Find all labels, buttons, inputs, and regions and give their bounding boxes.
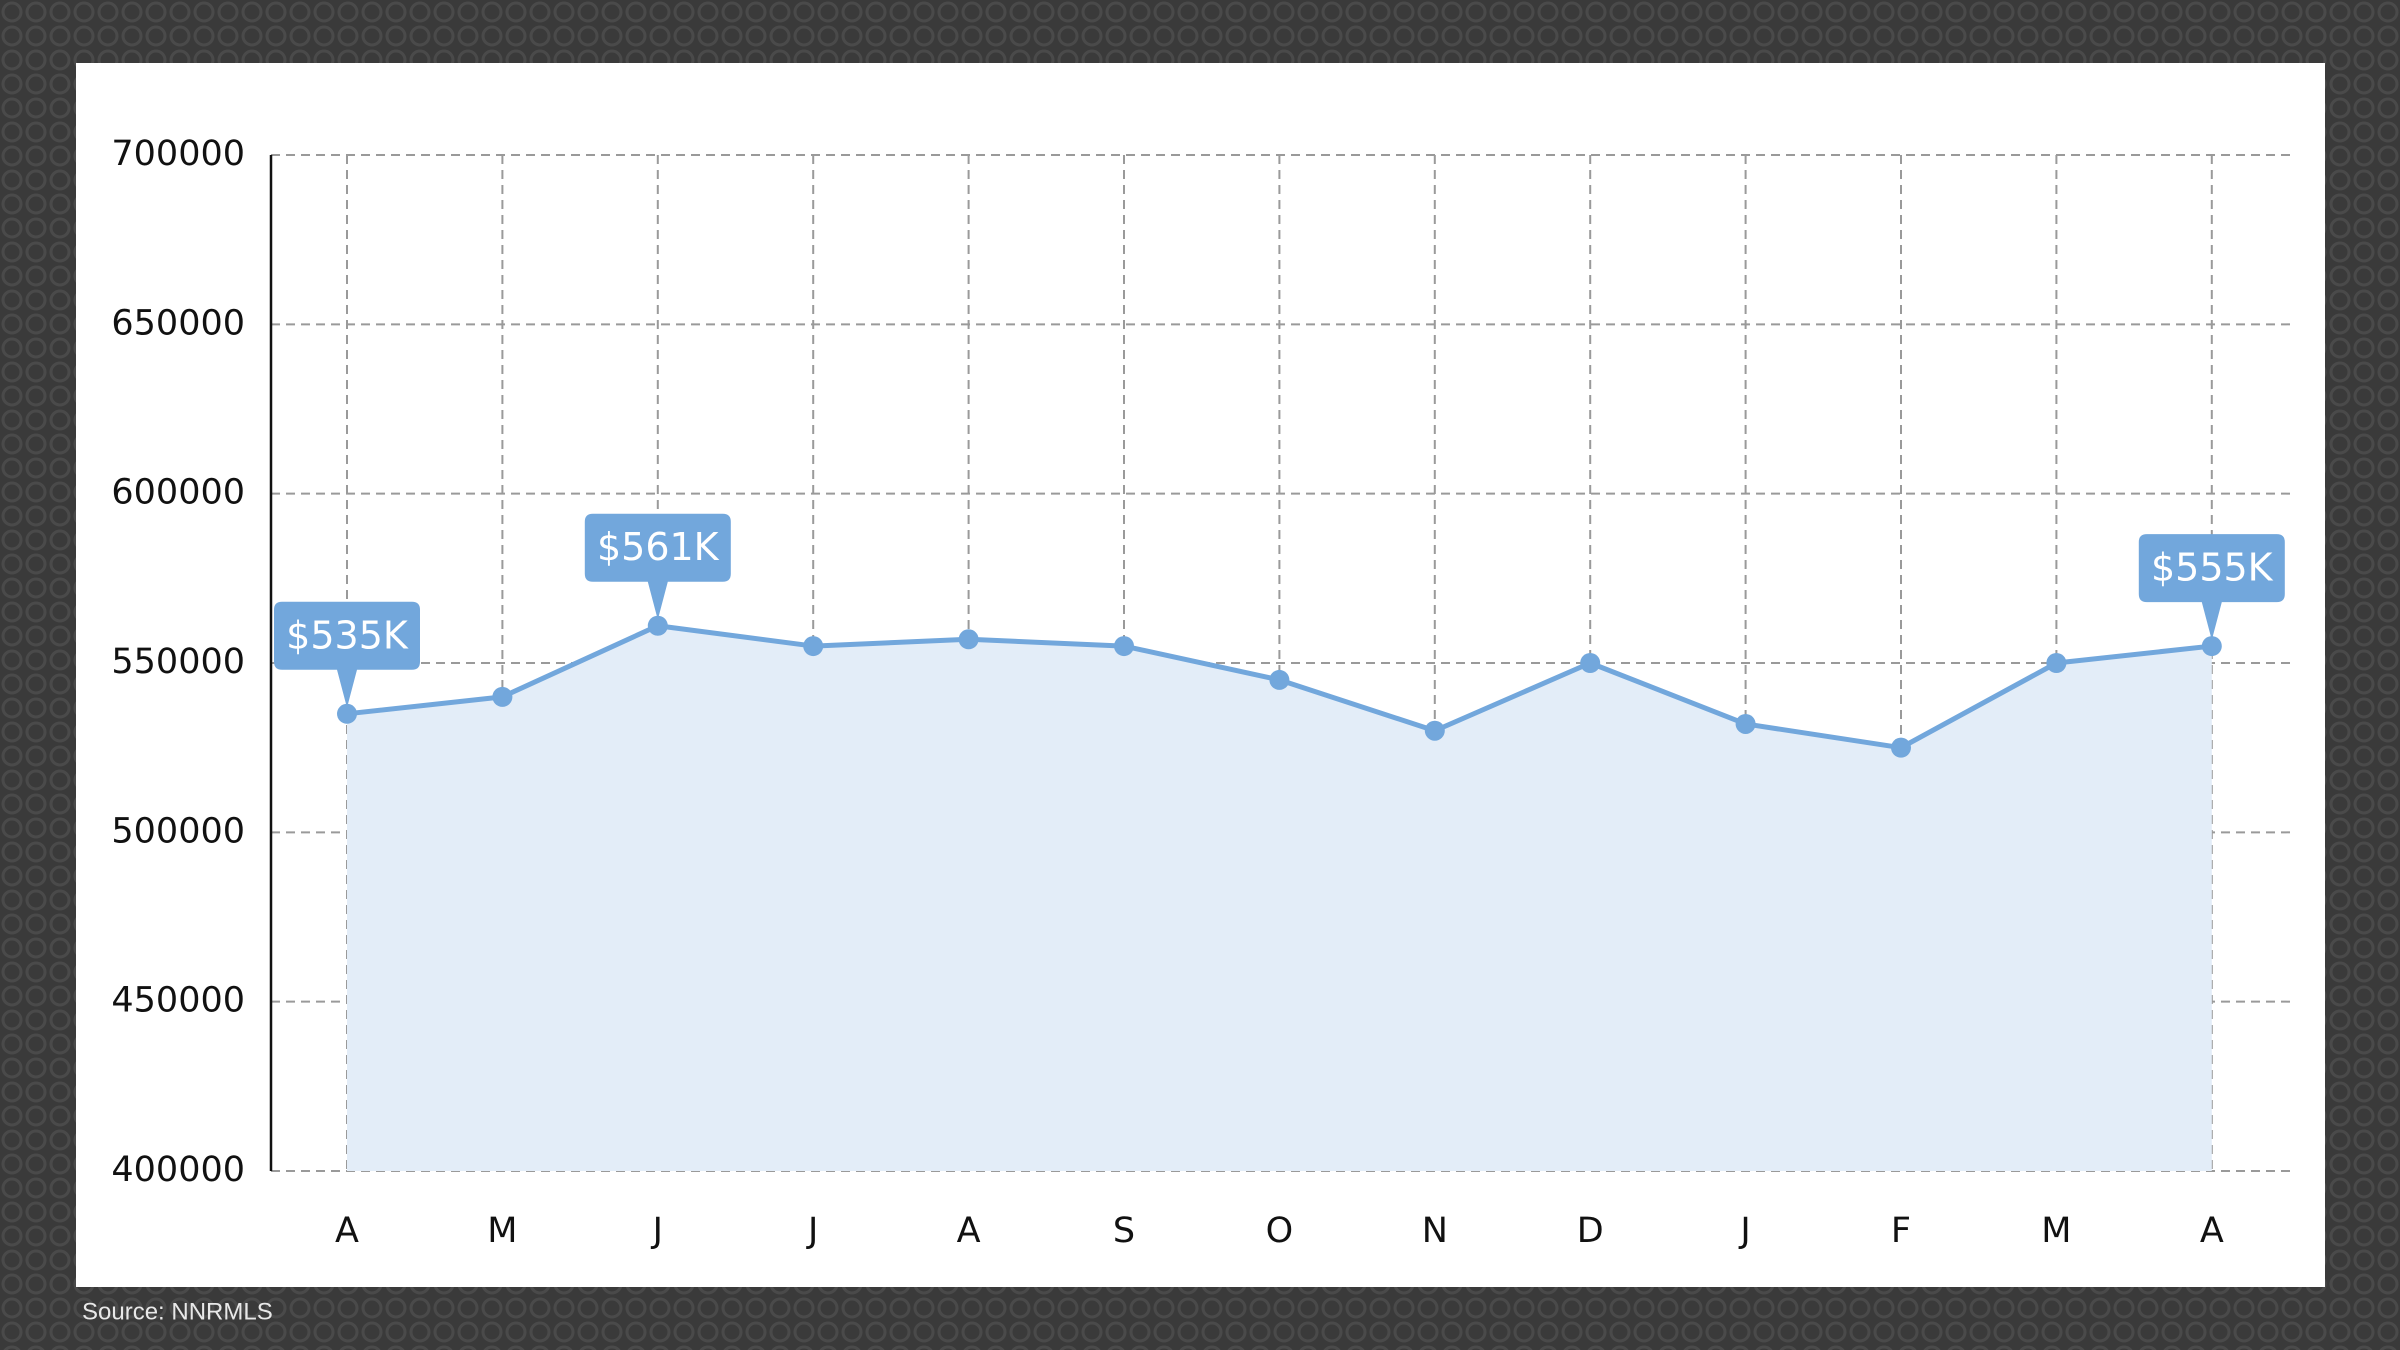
callout bbox=[584, 513, 731, 620]
y-tick-label: 500000 bbox=[111, 811, 245, 851]
point bbox=[337, 703, 357, 724]
point bbox=[803, 636, 824, 657]
x-tick-label: D bbox=[1577, 1211, 1604, 1251]
callout bbox=[2138, 534, 2285, 641]
x-tick-label: S bbox=[1113, 1211, 1135, 1251]
x-tick-label: N bbox=[1422, 1211, 1448, 1251]
point bbox=[958, 629, 979, 650]
value-label: $535K bbox=[286, 613, 409, 657]
point bbox=[1424, 720, 1445, 741]
y-tick-label: 600000 bbox=[111, 473, 245, 513]
area bbox=[347, 625, 2212, 1171]
y-tick-label: 550000 bbox=[111, 642, 245, 682]
point bbox=[2046, 653, 2067, 673]
value-label: $561K bbox=[597, 525, 720, 569]
x-tick-label: F bbox=[1891, 1211, 1911, 1251]
point bbox=[492, 686, 513, 707]
y-tick-label: 400000 bbox=[111, 1150, 245, 1190]
x-tick-label: J bbox=[806, 1211, 818, 1251]
x-tick-label: A bbox=[2200, 1211, 2224, 1251]
point bbox=[2201, 636, 2222, 657]
point bbox=[647, 615, 668, 636]
x-tick-label: A bbox=[957, 1211, 981, 1251]
point bbox=[1891, 737, 1911, 758]
source: Source: NNRMLS bbox=[82, 1298, 273, 1325]
x-tick-label: M bbox=[2041, 1211, 2071, 1251]
x-tick-label: M bbox=[487, 1211, 517, 1251]
point bbox=[1114, 636, 1134, 657]
point bbox=[1580, 653, 1601, 673]
x-tick-label: J bbox=[1738, 1211, 1750, 1251]
x-tick-label: J bbox=[651, 1211, 663, 1251]
x-tick-label: A bbox=[335, 1211, 359, 1251]
point bbox=[1269, 669, 1290, 690]
point bbox=[1735, 713, 1756, 734]
y-tick-label: 650000 bbox=[111, 303, 245, 343]
value-label: $555K bbox=[2151, 546, 2274, 590]
callout bbox=[274, 601, 420, 708]
x-tick-label: O bbox=[1266, 1211, 1294, 1251]
y-tick-label: 700000 bbox=[111, 134, 245, 174]
plot: 400000 450000 500000 550000 600000 650000 7000… bbox=[111, 134, 2290, 1251]
y-tick-label: 450000 bbox=[111, 981, 245, 1021]
